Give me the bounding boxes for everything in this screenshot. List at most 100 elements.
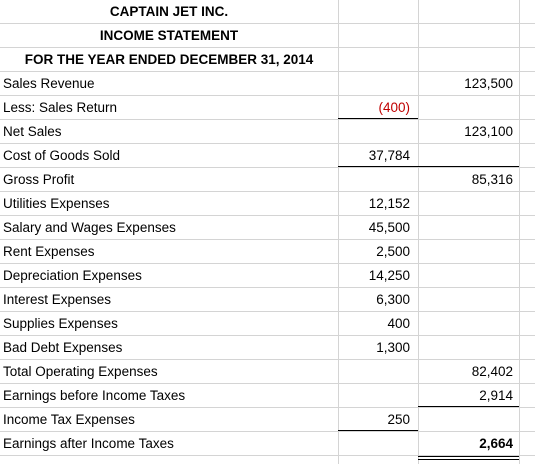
statement-period[interactable]: FOR THE YEAR ENDED DECEMBER 31, 2014	[24, 52, 314, 67]
row-label[interactable]: Sales Revenue	[3, 76, 95, 91]
total-double-underline	[418, 456, 519, 457]
row-amount[interactable]	[338, 120, 410, 144]
gridline-horizontal	[0, 263, 535, 264]
gridline-horizontal	[0, 47, 535, 48]
row-amount[interactable]	[338, 72, 410, 96]
row-amount[interactable]	[338, 360, 410, 384]
row-label[interactable]: Less: Sales Return	[3, 100, 118, 115]
gridline-horizontal	[0, 431, 535, 432]
row-total[interactable]: 123,100	[464, 124, 513, 139]
row-amount[interactable]	[338, 384, 410, 408]
row-total[interactable]	[420, 336, 513, 360]
row-total[interactable]	[420, 240, 513, 264]
row-total[interactable]	[420, 264, 513, 288]
table-row[interactable]: Salary and Wages Expenses 45,500	[0, 216, 535, 240]
gridline-horizontal	[0, 239, 535, 240]
gridline-vertical	[519, 0, 520, 464]
row-amount[interactable]: 37,784	[368, 148, 410, 163]
table-row[interactable]: Total Operating Expenses 82,402	[0, 360, 535, 384]
row-label[interactable]: Earnings before Income Taxes	[3, 388, 186, 403]
row-total[interactable]	[420, 96, 513, 120]
table-row[interactable]: Sales Revenue 123,500	[0, 72, 535, 96]
row-total[interactable]: 82,402	[471, 364, 513, 379]
gridline-horizontal	[0, 191, 535, 192]
row-label[interactable]: Bad Debt Expenses	[3, 340, 123, 355]
table-row[interactable]: Depreciation Expenses 14,250	[0, 264, 535, 288]
row-total[interactable]	[420, 144, 513, 168]
subtotal-underline	[418, 406, 519, 407]
row-total[interactable]	[420, 288, 513, 312]
row-label[interactable]: Cost of Goods Sold	[3, 148, 121, 163]
statement-title[interactable]: INCOME STATEMENT	[99, 28, 239, 43]
gridline-horizontal	[0, 287, 535, 288]
row-total[interactable]	[420, 408, 513, 432]
row-total[interactable]: 123,500	[464, 76, 513, 91]
gridline-horizontal	[0, 167, 535, 168]
gridline-horizontal	[0, 383, 535, 384]
company-name[interactable]: CAPTAIN JET INC.	[109, 4, 229, 19]
gridline-vertical	[338, 0, 339, 464]
row-amount-negative[interactable]: (400)	[378, 100, 410, 115]
gridline-horizontal	[0, 407, 535, 408]
subtotal-underline	[418, 166, 519, 167]
row-label[interactable]: Gross Profit	[3, 172, 75, 187]
row-label[interactable]: Depreciation Expenses	[3, 268, 142, 283]
row-total[interactable]	[420, 192, 513, 216]
gridline-horizontal	[0, 143, 535, 144]
header-row[interactable]: INCOME STATEMENT	[0, 24, 535, 48]
row-amount[interactable]: 250	[387, 412, 410, 427]
table-row[interactable]: Utilities Expenses 12,152	[0, 192, 535, 216]
row-label[interactable]: Net Sales	[3, 124, 62, 139]
table-row[interactable]: Supplies Expenses 400	[0, 312, 535, 336]
row-amount[interactable]	[338, 432, 410, 456]
row-label[interactable]: Earnings after Income Taxes	[3, 436, 174, 451]
table-row[interactable]: Earnings after Income Taxes 2,664	[0, 432, 535, 456]
row-amount[interactable]: 12,152	[368, 196, 410, 211]
row-label[interactable]: Total Operating Expenses	[3, 364, 158, 379]
table-row[interactable]: Less: Sales Return (400)	[0, 96, 535, 120]
subtotal-underline	[338, 118, 418, 119]
gridline-horizontal	[0, 95, 535, 96]
subtotal-underline	[338, 166, 418, 167]
table-row[interactable]: Cost of Goods Sold 37,784	[0, 144, 535, 168]
row-label[interactable]: Utilities Expenses	[3, 196, 110, 211]
row-amount[interactable]: 45,500	[368, 220, 410, 235]
table-row[interactable]: Income Tax Expenses 250	[0, 408, 535, 432]
row-amount[interactable]: 2,500	[376, 244, 410, 259]
header-row[interactable]: FOR THE YEAR ENDED DECEMBER 31, 2014	[0, 48, 535, 72]
gridline-horizontal	[0, 23, 535, 24]
total-double-underline	[418, 459, 519, 460]
gridline-horizontal	[0, 71, 535, 72]
gridline-horizontal	[0, 215, 535, 216]
table-row[interactable]: Gross Profit 85,316	[0, 168, 535, 192]
gridline-horizontal	[0, 119, 535, 120]
row-label[interactable]: Interest Expenses	[3, 292, 112, 307]
row-total[interactable]: 85,316	[471, 172, 513, 187]
row-amount[interactable]: 14,250	[368, 268, 410, 283]
row-amount[interactable]: 400	[387, 316, 410, 331]
row-amount[interactable]	[338, 168, 410, 192]
table-row[interactable]: Earnings before Income Taxes 2,914	[0, 384, 535, 408]
row-total[interactable]	[420, 216, 513, 240]
table-row[interactable]: Net Sales 123,100	[0, 120, 535, 144]
net-income-total[interactable]: 2,664	[479, 436, 513, 451]
row-total[interactable]: 2,914	[479, 388, 513, 403]
subtotal-underline	[338, 430, 418, 431]
row-label[interactable]: Rent Expenses	[3, 244, 95, 259]
gridline-horizontal	[0, 455, 535, 456]
row-label[interactable]: Salary and Wages Expenses	[3, 220, 176, 235]
gridline-horizontal	[0, 335, 535, 336]
row-label[interactable]: Supplies Expenses	[3, 316, 118, 331]
row-amount[interactable]: 1,300	[376, 340, 410, 355]
table-row[interactable]: Interest Expenses 6,300	[0, 288, 535, 312]
gridline-vertical	[418, 0, 419, 464]
gridline-horizontal	[0, 359, 535, 360]
table-row[interactable]: Bad Debt Expenses 1,300	[0, 336, 535, 360]
header-row[interactable]: CAPTAIN JET INC.	[0, 0, 535, 24]
row-amount[interactable]: 6,300	[376, 292, 410, 307]
table-row[interactable]: Rent Expenses 2,500	[0, 240, 535, 264]
row-label[interactable]: Income Tax Expenses	[3, 412, 135, 427]
row-total[interactable]	[420, 312, 513, 336]
gridline-horizontal	[0, 311, 535, 312]
